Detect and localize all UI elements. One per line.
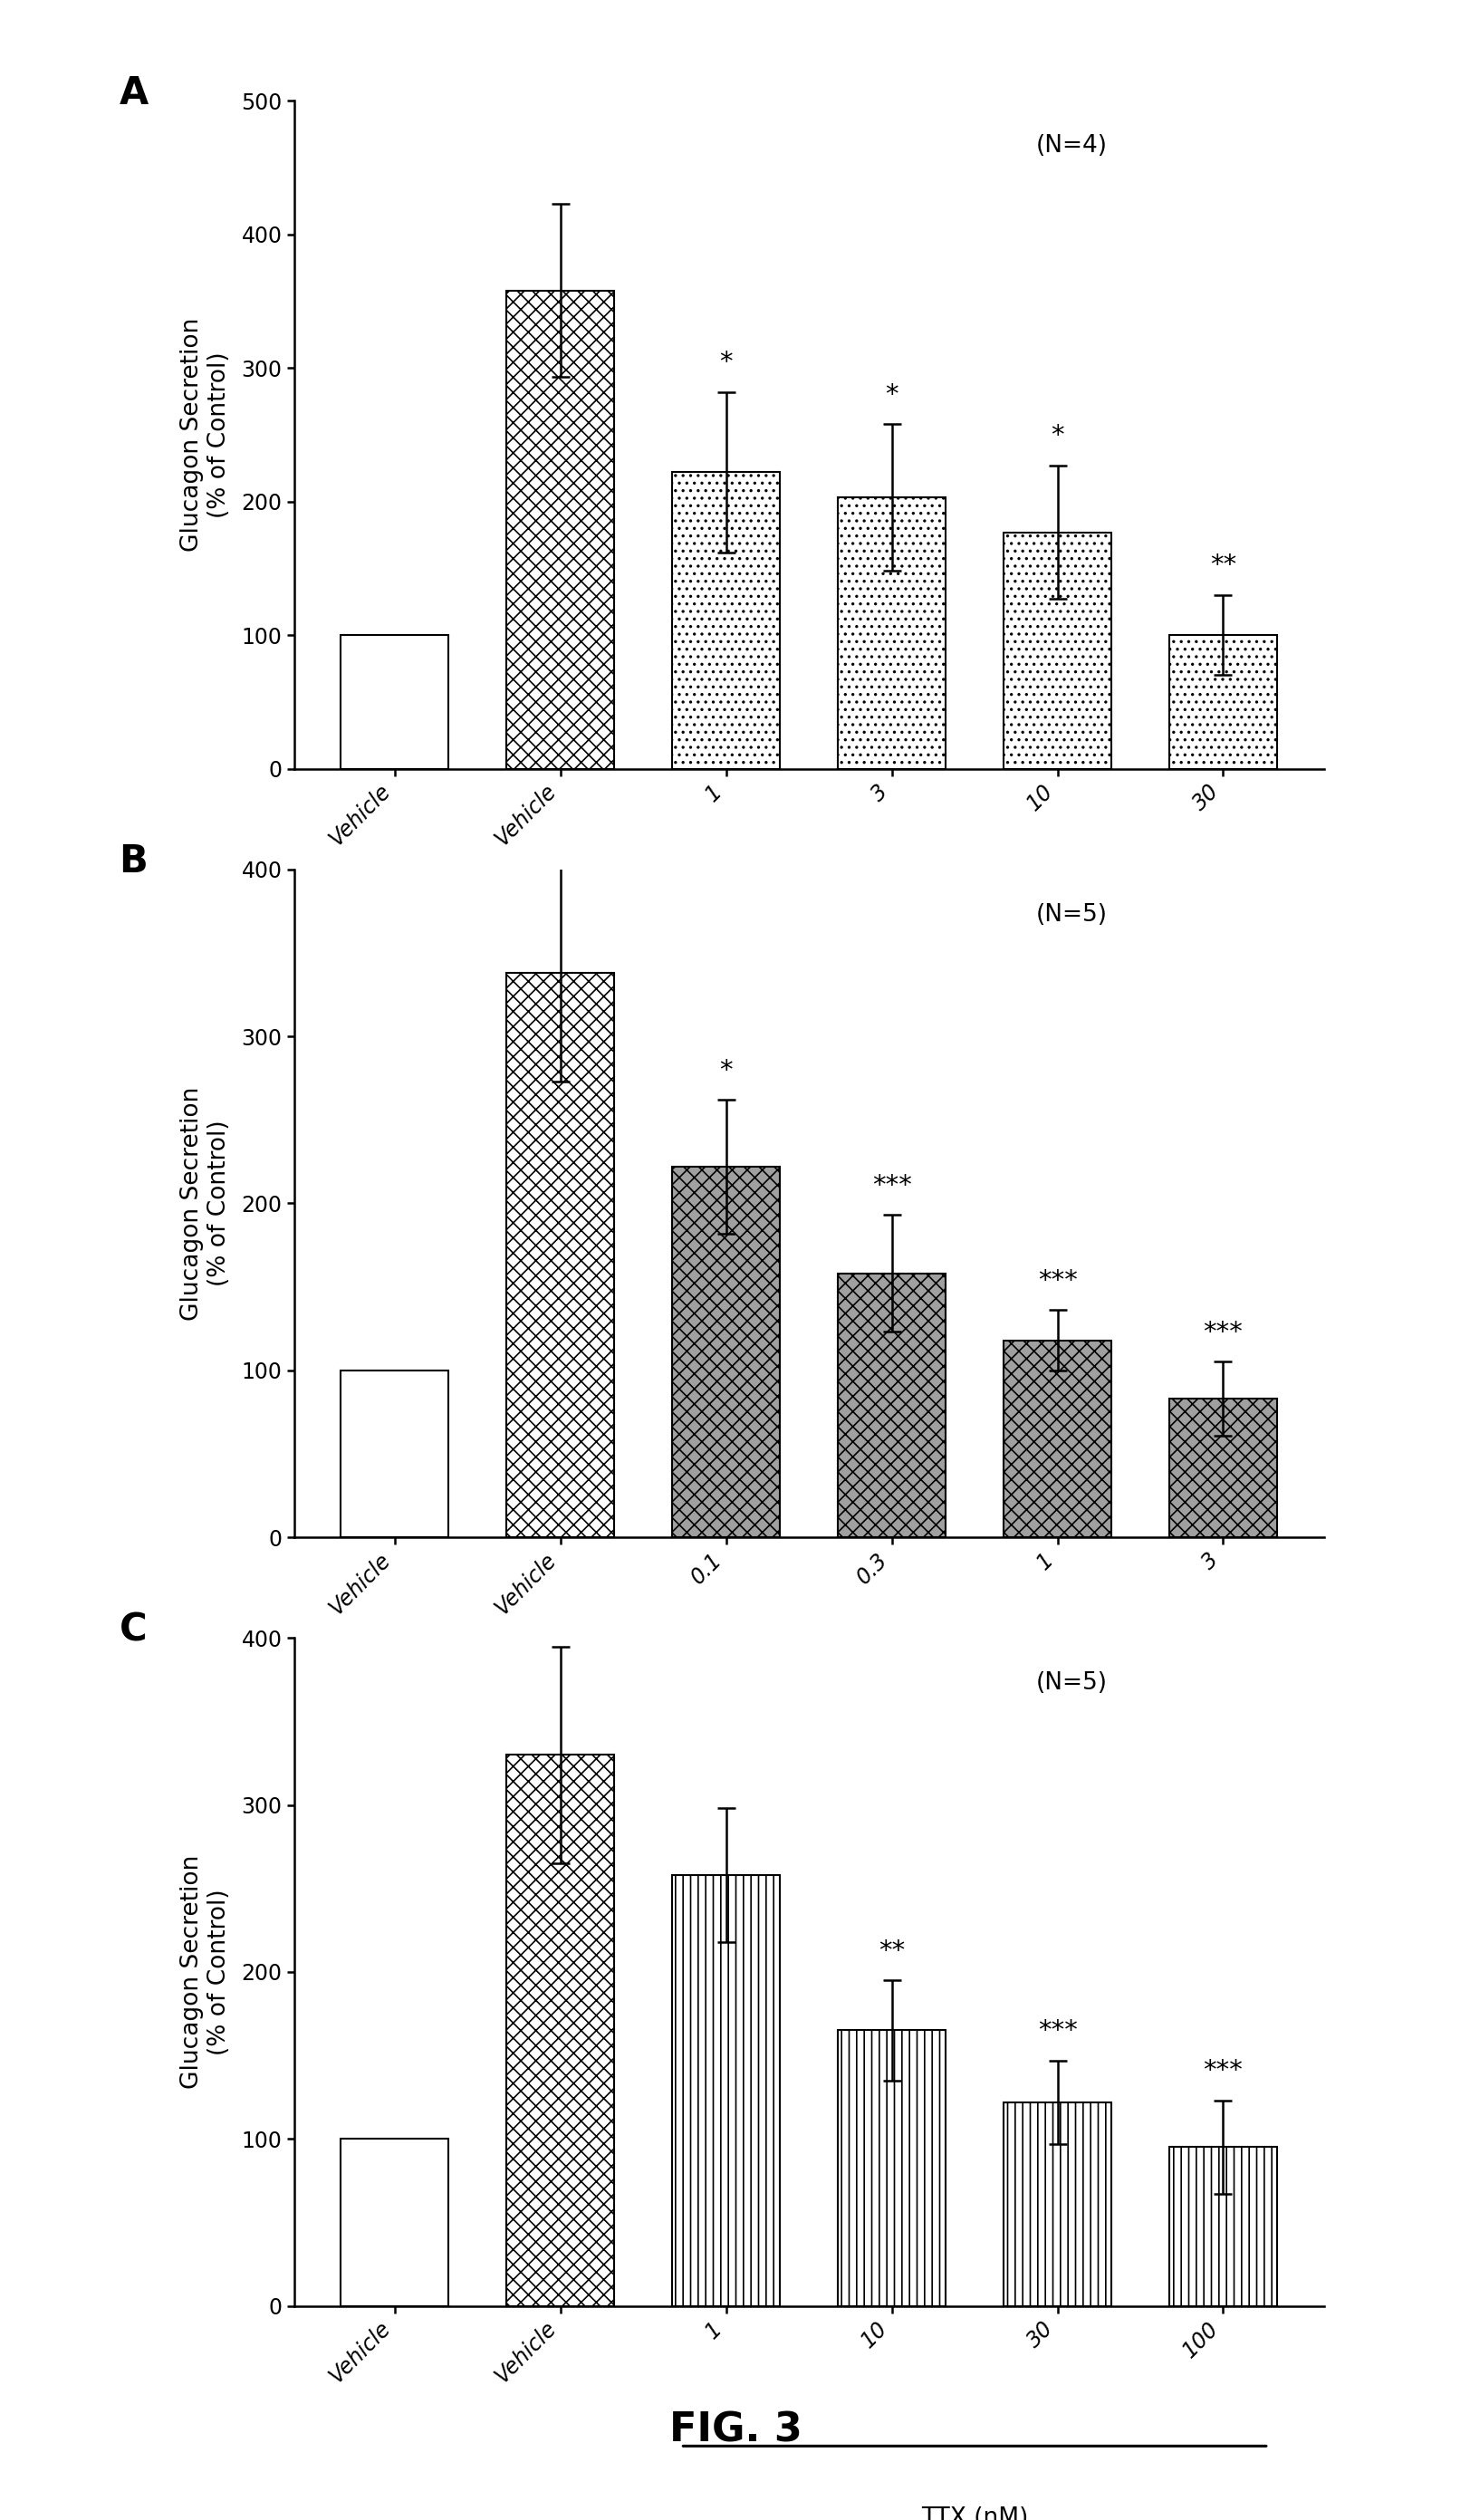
Bar <box>506 1754 614 2306</box>
Bar <box>506 290 614 769</box>
Text: Ranolazine (μM): Ranolazine (μM) <box>878 970 1070 993</box>
Text: ***: *** <box>1036 1268 1076 1293</box>
Text: ***: *** <box>1202 2059 1242 2084</box>
Bar <box>838 1273 945 1537</box>
Bar <box>1169 635 1276 769</box>
Bar <box>672 471 779 769</box>
Text: Veratridine (30 μM): Veratridine (30 μM) <box>776 1116 1007 1139</box>
Bar <box>1169 1399 1276 1537</box>
Bar <box>838 496 945 769</box>
Bar <box>1169 2147 1276 2306</box>
Text: Veratridine (30 μM): Veratridine (30 μM) <box>776 1885 1007 1908</box>
Text: (N=4): (N=4) <box>1035 134 1107 159</box>
Text: *: * <box>885 383 898 408</box>
Bar <box>506 973 614 1537</box>
Text: TTX (nM): TTX (nM) <box>920 2505 1028 2520</box>
Bar <box>672 1167 779 1537</box>
Bar <box>672 1875 779 2306</box>
Bar <box>1003 1341 1111 1537</box>
Y-axis label: Glucagon Secretion
(% of Control): Glucagon Secretion (% of Control) <box>181 1086 231 1320</box>
Text: *: * <box>1050 423 1063 449</box>
Text: Compound A (μM): Compound A (μM) <box>866 1739 1082 1761</box>
Text: FIG. 3: FIG. 3 <box>669 2412 801 2449</box>
Text: (N=5): (N=5) <box>1035 902 1107 927</box>
Text: C: C <box>119 1610 147 1648</box>
Y-axis label: Glucagon Secretion
(% of Control): Glucagon Secretion (% of Control) <box>181 318 231 552</box>
Text: **: ** <box>1210 552 1236 577</box>
Text: ***: *** <box>1202 1320 1242 1346</box>
Bar <box>341 635 448 769</box>
Text: **: ** <box>878 1938 904 1963</box>
Text: ***: *** <box>872 1172 911 1200</box>
Y-axis label: Glucagon Secretion
(% of Control): Glucagon Secretion (% of Control) <box>181 1855 231 2089</box>
Bar <box>838 2031 945 2306</box>
Bar <box>341 1371 448 1537</box>
Text: *: * <box>719 350 732 375</box>
Text: A: A <box>119 73 148 111</box>
Bar <box>1003 532 1111 769</box>
Text: B: B <box>119 842 148 879</box>
Text: ***: *** <box>1036 2019 1076 2044</box>
Bar <box>1003 2102 1111 2306</box>
Bar <box>341 2139 448 2306</box>
Text: (N=5): (N=5) <box>1035 1671 1107 1696</box>
Text: *: * <box>719 1058 732 1084</box>
